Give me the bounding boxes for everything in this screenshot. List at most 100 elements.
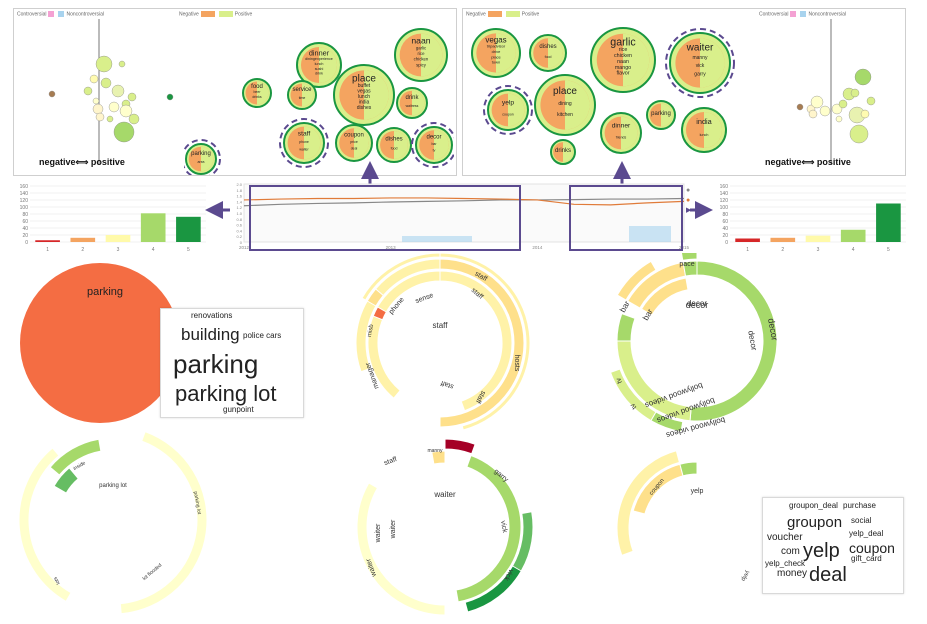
word-cloud-term[interactable]: coupon <box>849 540 895 556</box>
bubble-word: friends <box>616 136 627 140</box>
word-cloud-term[interactable]: parking <box>173 349 259 379</box>
sunburst-segment <box>366 288 385 307</box>
sunburst-label: decor <box>746 330 758 352</box>
bar <box>876 203 901 242</box>
series-line <box>243 197 685 207</box>
bar <box>735 238 760 242</box>
bubble-word: coupon <box>344 132 364 138</box>
bubble-word: coupon <box>502 113 514 117</box>
sunburst-center-label: waiter <box>433 490 456 499</box>
bubble-positive <box>421 33 443 77</box>
word-cloud-term[interactable]: groupon <box>787 514 843 531</box>
sunburst-segment <box>682 260 698 277</box>
word-cloud-term[interactable]: yelp_check <box>765 559 806 568</box>
word-cloud-term[interactable]: money <box>777 568 808 579</box>
y-tick-label: 140 <box>20 191 29 197</box>
bubble-highlight-ring <box>411 122 454 168</box>
left-scatter-plot[interactable] <box>14 19 184 169</box>
sunburst-segment <box>464 565 522 613</box>
b-parking: parking area <box>184 139 221 175</box>
word-cloud-term[interactable]: yelp_deal <box>849 529 884 538</box>
y-tick-label: 1.8 <box>236 188 242 193</box>
bar <box>70 237 96 242</box>
sunburst-segment <box>439 253 530 431</box>
bubble-word: drink <box>315 72 323 76</box>
word-cloud-term[interactable]: building <box>181 325 240 344</box>
rb-parking: parking <box>646 100 676 130</box>
sunburst-segment <box>355 258 441 373</box>
parking-sunburst[interactable]: parking <box>15 258 185 428</box>
scatter-point <box>796 103 804 111</box>
scatter-point <box>854 68 872 86</box>
sunburst-label: staff <box>440 379 455 390</box>
scatter-point <box>838 99 848 109</box>
bar <box>140 213 166 242</box>
y-tick-label: 40 <box>22 226 28 232</box>
x-tick-label: 3 <box>817 247 820 253</box>
word-cloud-term[interactable]: parking lot <box>175 381 277 406</box>
selection-window-right <box>569 185 683 251</box>
parking-word-cloud[interactable]: renovations building police cars parking par… <box>160 308 304 418</box>
bubble-word: naan <box>411 36 430 46</box>
bubble-highlight-ring <box>184 139 221 175</box>
sentiment-timeline-chart[interactable]: 00.20.40.60.81.01.21.41.61.82.0 2012 2013 2… <box>232 176 692 258</box>
bubble-word: bar <box>431 142 437 146</box>
word-cloud-term[interactable]: purchase <box>843 501 876 510</box>
bubble-word: dining <box>558 101 572 107</box>
word-cloud-term[interactable]: deal <box>809 564 847 586</box>
waiter-sunburst[interactable]: waiterstaffgarryvickvickwaiterwaiterwait… <box>355 437 535 622</box>
word-cloud-term[interactable]: voucher <box>767 532 803 543</box>
word-cloud-term[interactable]: yelp <box>803 540 840 562</box>
selection-window-left <box>249 185 521 251</box>
y-tick-label: 20 <box>722 233 728 239</box>
scatter-point <box>127 92 137 102</box>
right-bubble-chart[interactable]: vegastripadvisordriveplacetowndishesfood… <box>463 15 748 175</box>
bubble-word: food <box>251 84 263 90</box>
word-cloud-term[interactable]: gift_card <box>851 554 882 563</box>
sunburst-label: lot flooded <box>142 562 164 582</box>
word-cloud-term[interactable]: com <box>781 546 800 557</box>
bubble-word: dishes <box>357 105 372 111</box>
sunburst-segment <box>431 450 446 465</box>
bubble-positive <box>394 131 408 159</box>
y-tick-label: 20 <box>22 233 28 239</box>
y-tick-label: 120 <box>20 198 29 204</box>
bubble-positive <box>319 46 338 84</box>
decor-sunburst[interactable]: decorpacebarbardecordecordecorbollywood … <box>605 253 785 443</box>
parkinglot-sunburst[interactable]: parking lot inside parking lot lot flooded l… <box>18 425 218 615</box>
bubble-highlight-ring <box>665 28 735 98</box>
word-cloud-term[interactable]: groupon_deal <box>789 501 838 510</box>
word-cloud-term[interactable]: social <box>851 516 872 525</box>
bubble-word: sushi <box>315 67 324 71</box>
scatter-point <box>92 103 104 115</box>
word-cloud-term[interactable]: renovations <box>191 311 233 320</box>
sunburst-segment <box>53 467 79 494</box>
bubble-word: vegas <box>485 35 506 44</box>
scatter-point <box>113 121 135 143</box>
sunburst-segment <box>439 258 525 428</box>
bubble-positive <box>257 81 269 105</box>
yelp-word-cloud[interactable]: groupon_deal purchase groupon social voucher… <box>762 497 904 594</box>
right-overview-panel: Negative Positive vegas tripadvisor drive pl… <box>462 8 906 176</box>
word-cloud-term[interactable]: police cars <box>243 331 282 340</box>
scatter-point <box>119 104 133 118</box>
x-tick-label: 4 <box>152 247 155 253</box>
word-cloud-term[interactable]: gunpoint <box>223 405 254 414</box>
sunburst-segment <box>444 438 476 455</box>
right-scatter-plot[interactable] <box>753 19 903 169</box>
y-tick-label: 80 <box>722 212 728 218</box>
y-tick-label: 0.2 <box>236 234 242 239</box>
y-tick-label: 100 <box>720 205 729 211</box>
bubble-word: waiter <box>686 43 714 54</box>
parking-sector <box>20 263 180 423</box>
sunburst-center-label: parking lot <box>99 483 127 489</box>
y-tick-label: 60 <box>22 219 28 225</box>
scatter-point <box>111 84 125 98</box>
